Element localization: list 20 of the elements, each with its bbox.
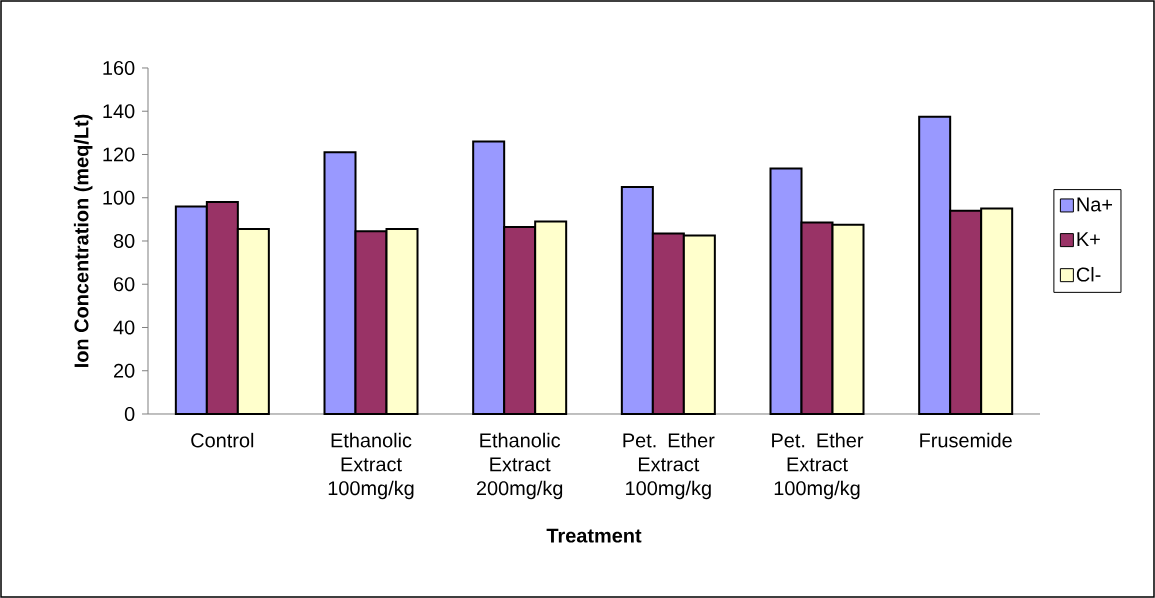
x-tick-label: Ethanolic Extract 100mg/kg: [328, 432, 414, 500]
x-tick-label: Pet. Ether Extract 100mg/kg: [772, 432, 864, 500]
y-tick-label: 20: [114, 363, 135, 378]
y-tick-label: 140: [103, 104, 135, 119]
y-tick-label: 40: [113, 320, 135, 335]
x-axis-title: Treatment: [546, 528, 642, 543]
x-tick-label: Ethanolic Extract 200mg/kg: [476, 432, 563, 500]
y-tick-label: 120: [103, 147, 135, 162]
y-tick-label: 80: [113, 233, 135, 249]
y-tick-label: 60: [114, 277, 135, 292]
y-tick-label: 0: [124, 406, 135, 422]
legend-label: Cl-: [1076, 266, 1101, 282]
y-tick-label: 160: [103, 60, 135, 76]
legend-label: K+: [1077, 232, 1100, 246]
y-axis-title: Ion Concentration (meq/Lt): [73, 114, 93, 367]
x-tick-label: Pet. Ether Extract 100mg/kg: [623, 432, 715, 500]
legend-label: Na+: [1077, 197, 1112, 212]
x-tick-label: Control: [191, 432, 254, 448]
x-tick-label: Frusemide: [920, 432, 1012, 448]
y-tick-label: 100: [103, 190, 135, 205]
